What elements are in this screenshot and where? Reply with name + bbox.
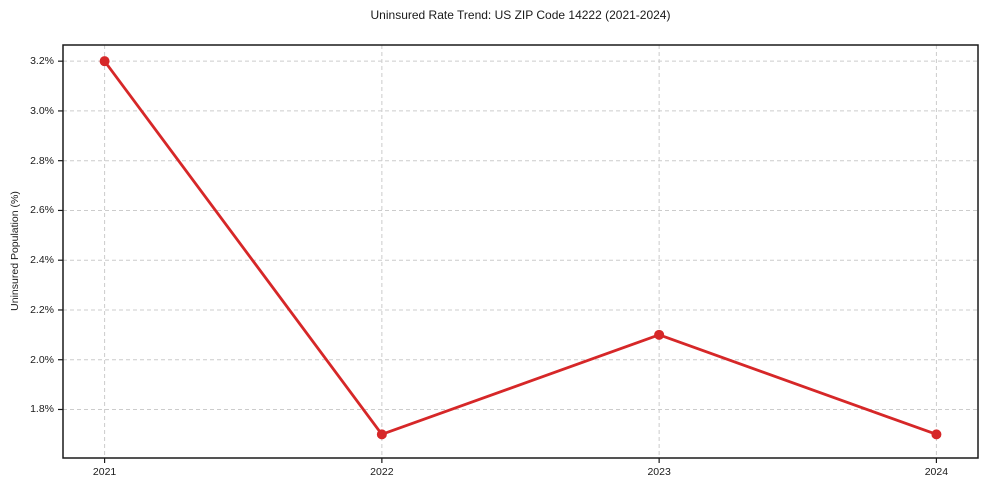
plot-area xyxy=(58,44,979,463)
y-tick-label: 2.4% xyxy=(30,254,54,267)
x-tick-label: 2022 xyxy=(370,466,394,478)
y-tick-label: 2.8% xyxy=(30,154,54,167)
y-tick-label: 2.6% xyxy=(30,204,54,217)
x-tick-label: 2023 xyxy=(647,466,671,478)
plot-border xyxy=(62,44,979,459)
data-point-marker xyxy=(931,429,942,440)
trend-line xyxy=(103,59,938,436)
y-tick-label: 3.2% xyxy=(30,55,54,68)
data-point-marker xyxy=(654,329,665,340)
chart-title: Uninsured Rate Trend: US ZIP Code 14222 … xyxy=(370,8,671,22)
y-tick-label: 2.0% xyxy=(30,353,54,366)
data-point-marker xyxy=(376,429,387,440)
x-tick-label: 2024 xyxy=(924,466,949,478)
y-tick-label: 2.2% xyxy=(30,303,54,316)
y-tick-label: 1.8% xyxy=(30,403,54,416)
y-tick-label: 3.0% xyxy=(30,104,54,117)
x-tick-label: 2021 xyxy=(92,466,117,478)
data-point-marker xyxy=(99,56,110,67)
